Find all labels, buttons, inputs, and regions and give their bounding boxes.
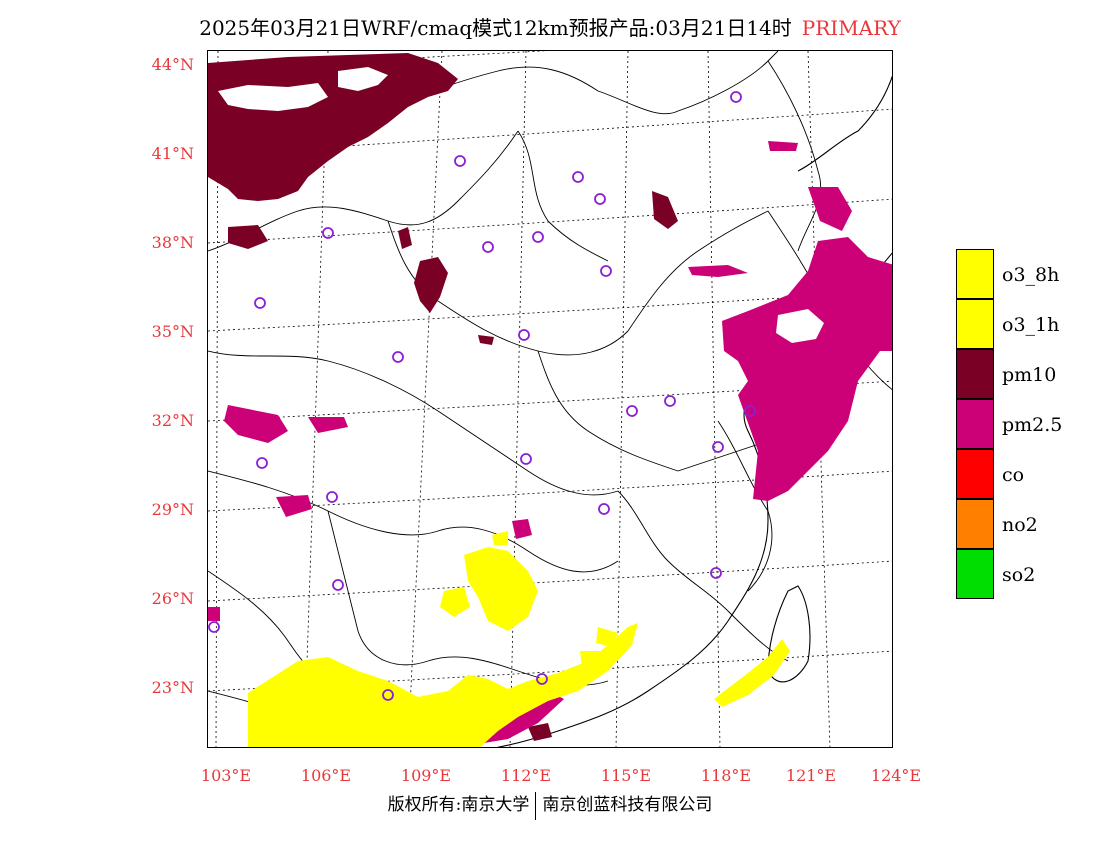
pm25-layer [208, 141, 892, 743]
pm10-patch-c [652, 191, 678, 229]
lat-label-26: 26°N [151, 589, 194, 608]
legend-label: o3_1h [1002, 314, 1060, 336]
lon-label-103: 103°E [200, 766, 252, 785]
lat-label-29: 29°N [151, 500, 194, 519]
primary-tag: PRIMARY [801, 16, 901, 40]
legend-label: pm2.5 [1002, 414, 1063, 436]
lon-label-121: 121°E [785, 766, 837, 785]
lat-label-23: 23°N [151, 678, 194, 697]
pm10-patch-a [228, 225, 268, 249]
o3-patch-a [464, 547, 538, 631]
station-marker [712, 441, 724, 453]
legend-label: no2 [1002, 514, 1038, 536]
station-marker [664, 395, 676, 407]
copyright-footer: 版权所有:南京大学 南京创蓝科技有限公司 [0, 790, 1100, 820]
legend-swatch [956, 499, 994, 549]
pm25-east-hole [776, 309, 824, 343]
pm25-patch-h [768, 141, 798, 151]
pm10-north-hole2 [338, 67, 388, 91]
legend-swatch [956, 399, 994, 449]
lat-label-44: 44°N [151, 55, 194, 74]
station-marker [626, 405, 638, 417]
station-marker [598, 503, 610, 515]
graticule [208, 51, 892, 747]
pm25-patch-g [484, 691, 564, 743]
station-marker [208, 621, 220, 633]
station-marker [536, 673, 548, 685]
lat-label-35: 35°N [151, 322, 194, 341]
pm10-patch-f [478, 335, 494, 345]
pollution-map [207, 50, 893, 748]
station-marker [332, 579, 344, 591]
legend-label: co [1002, 464, 1025, 486]
lon-label-124: 124°E [870, 766, 922, 785]
station-marker [710, 567, 722, 579]
o3-patch-e [492, 531, 508, 545]
legend-label: pm10 [1002, 364, 1057, 386]
station-marker [520, 453, 532, 465]
station-marker [482, 241, 494, 253]
map-title-text: 2025年03月21日WRF/cmaq模式12km预报产品:03月21日14时 [199, 16, 792, 40]
lon-label-118: 118°E [700, 766, 752, 785]
pm25-patch-a [808, 187, 852, 231]
pm25-east-patch [722, 237, 892, 501]
pm10-patch-b [414, 257, 448, 313]
pm25-patch-b [688, 265, 748, 277]
station-marker [322, 227, 334, 239]
o3-patch-b [440, 587, 470, 617]
lon-label-112: 112°E [500, 766, 552, 785]
pm25-patch-i [208, 607, 220, 621]
legend-swatch [956, 299, 994, 349]
o3-patch-c [596, 627, 618, 647]
lat-label-32: 32°N [151, 411, 194, 430]
o3-south-patch [248, 623, 638, 747]
pm10-patch-g [528, 723, 552, 741]
station-marker [254, 297, 266, 309]
station-marker [730, 91, 742, 103]
footer-divider [535, 791, 537, 820]
pm25-patch-e [276, 495, 312, 517]
lat-label-41: 41°N [151, 144, 194, 163]
legend-swatch [956, 349, 994, 399]
station-marker [572, 171, 584, 183]
lon-label-106: 106°E [300, 766, 352, 785]
station-marker [600, 265, 612, 277]
station-marker [744, 405, 756, 417]
lon-label-109: 109°E [400, 766, 452, 785]
copyright-company: 南京创蓝科技有限公司 [542, 795, 713, 815]
legend-swatch [956, 249, 994, 299]
station-marker [518, 329, 530, 341]
station-marker [594, 193, 606, 205]
map-title: 2025年03月21日WRF/cmaq模式12km预报产品:03月21日14时 P… [0, 12, 1100, 41]
lon-label-115: 115°E [600, 766, 652, 785]
station-marker [532, 231, 544, 243]
station-marker [454, 155, 466, 167]
pm25-patch-f [512, 519, 532, 539]
legend-swatch [956, 549, 994, 599]
pm10-patch-e [398, 227, 412, 249]
pm25-patch-d [308, 417, 348, 433]
station-markers [208, 91, 756, 701]
copyright-owner: 版权所有:南京大学 [387, 795, 530, 815]
pm25-patch-c [224, 405, 288, 443]
station-marker [326, 491, 338, 503]
legend-label: so2 [1002, 564, 1036, 586]
station-marker [382, 689, 394, 701]
legend-label: o3_8h [1002, 264, 1060, 286]
map-canvas [208, 51, 892, 747]
o3-patch-f [580, 651, 604, 667]
o3-layer [248, 531, 790, 747]
o3-patch-d [714, 639, 790, 707]
pm10-north-hole [218, 83, 328, 111]
station-marker [392, 351, 404, 363]
pm10-north-patch [208, 53, 458, 201]
station-marker [256, 457, 268, 469]
lat-label-38: 38°N [151, 233, 194, 252]
legend-swatch [956, 449, 994, 499]
